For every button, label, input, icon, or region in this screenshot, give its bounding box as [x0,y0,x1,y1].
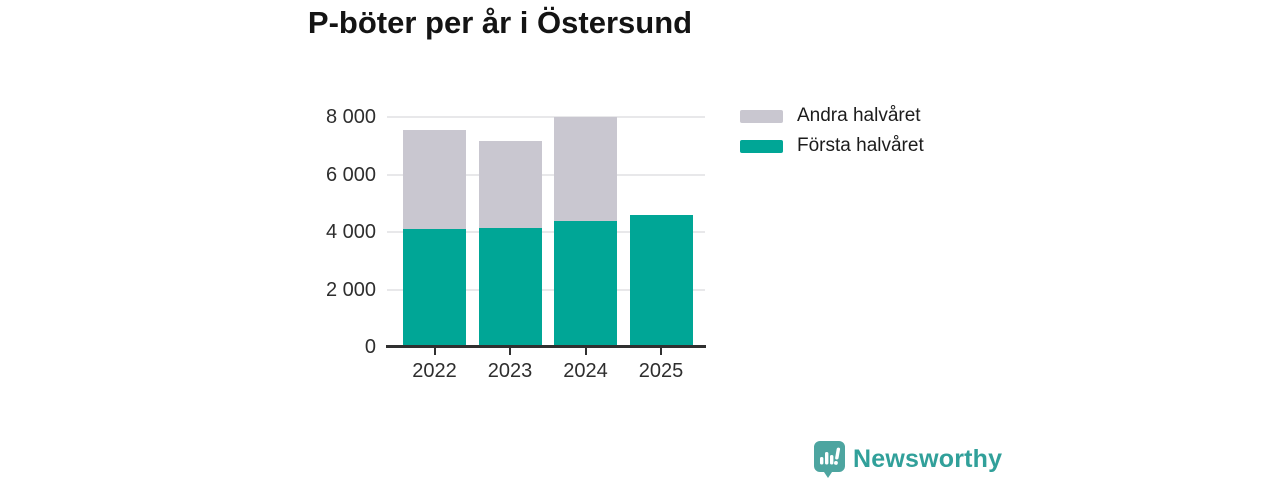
y-tick-label-0: 0 [364,336,376,358]
x-tick-label-2022: 2022 [412,360,457,382]
brand-footer: Newsworthy [813,440,1002,478]
bar-segment-2023-andra [478,141,542,228]
legend: Andra halvåret Första halvåret [740,101,924,161]
y-tick-label-6000: 6 000 [325,163,376,186]
y-tick-label-2000: 2 000 [325,278,376,301]
legend-label: Första halvåret [797,135,924,156]
legend-item-0: Andra halvåret [740,101,924,131]
legend-item-1: Första halvåret [740,131,924,161]
bar-segment-2022-första [403,229,466,347]
newsworthy-logo-icon [814,441,845,478]
bar-segment-2022-andra [403,129,466,230]
legend-swatch-icon [740,139,783,153]
x-tick-2025 [660,348,662,355]
gridline-4000 [387,231,705,233]
y-tick-label-4000: 4 000 [325,221,376,243]
legend-swatch-icon [740,109,783,123]
bar-segment-2024-andra [554,117,617,221]
x-tick-label-2023: 2023 [487,360,533,382]
x-tick-2024 [584,348,587,355]
newsworthy-logo-text: Newsworthy [853,444,1003,473]
x-tick-2023 [509,348,511,355]
gridline-2000 [387,288,705,291]
chart-title: P-böter per år i Östersund [307,5,693,40]
bar-segment-2025-första [629,214,693,347]
x-tick-label-2024: 2024 [563,360,608,382]
gridline-8000 [387,116,705,118]
bar-segment-2024-första [554,220,617,347]
x-tick-2022 [433,348,436,355]
legend-label: Andra halvåret [797,105,921,126]
bar-segment-2023-första [478,227,542,347]
gridline-6000 [387,173,705,176]
plot-area [387,113,705,347]
x-axis-line [386,345,706,348]
x-tick-label-2025: 2025 [638,360,684,382]
y-tick-label-8000: 8 000 [325,106,376,128]
